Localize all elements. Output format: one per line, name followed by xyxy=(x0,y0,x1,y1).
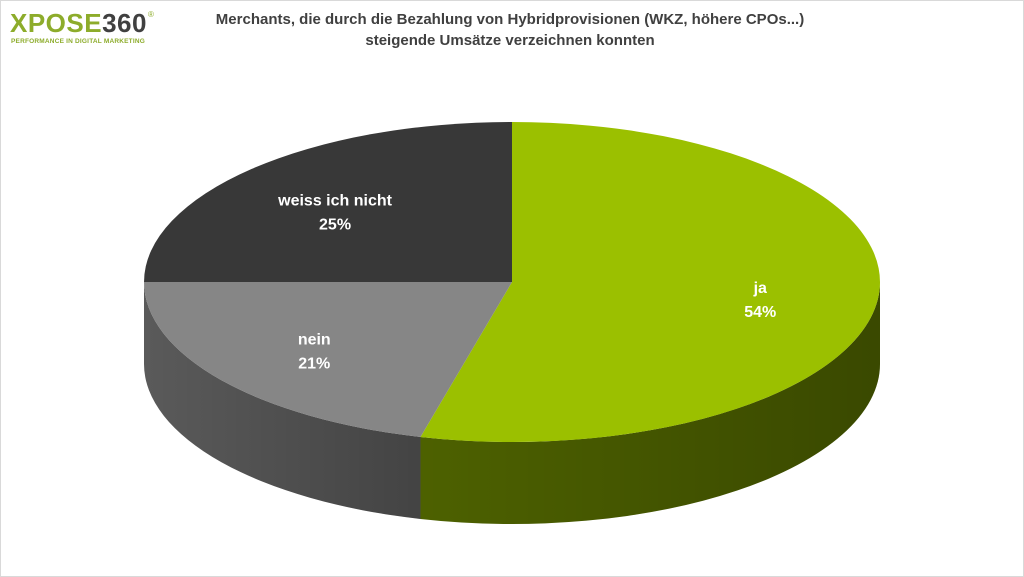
pie-slice-ja xyxy=(420,122,880,443)
pie-label-category: weiss ich nicht xyxy=(277,192,392,209)
pie-label-value: 54% xyxy=(744,304,776,321)
pie-side-walls xyxy=(144,282,880,525)
chart-subtitle: steigende Umsätze verzeichnen konnten xyxy=(365,32,655,49)
logo-registered-mark: ® xyxy=(148,10,154,19)
pie-data-labels: ja 54% nein 21% weiss ich nicht 25% xyxy=(277,192,776,372)
pie-slice-nein xyxy=(144,282,512,437)
logo-wordmark-part1: XPOSE xyxy=(10,8,103,38)
pie-slices xyxy=(144,122,880,443)
pie-label-weiss-ich-nicht: weiss ich nicht 25% xyxy=(277,192,392,233)
pie-slice-weiss-ich-nicht xyxy=(144,122,512,282)
chart-title: Merchants, die durch die Bezahlung von H… xyxy=(215,11,805,28)
pie-label-ja: ja 54% xyxy=(744,280,776,321)
xpose360-logo: XPOSE360 ® PERFORMANCE IN DIGITAL MARKET… xyxy=(10,8,160,48)
pie-side-shade-ja xyxy=(420,282,880,525)
logo-wordmark: XPOSE360 xyxy=(10,8,147,38)
logo-wordmark-part2: 360 xyxy=(102,8,147,38)
pie-label-category: ja xyxy=(753,280,767,297)
chart-title-block: Merchants, die durch die Bezahlung von H… xyxy=(180,9,840,51)
logo-tagline: PERFORMANCE IN DIGITAL MARKETING xyxy=(11,38,145,45)
pie-label-value: 21% xyxy=(298,356,330,373)
pie-side-shade-nein xyxy=(144,282,421,519)
pie-label-value: 25% xyxy=(319,216,351,233)
pie-label-category: nein xyxy=(298,332,331,349)
pie-label-nein: nein 21% xyxy=(298,332,331,373)
